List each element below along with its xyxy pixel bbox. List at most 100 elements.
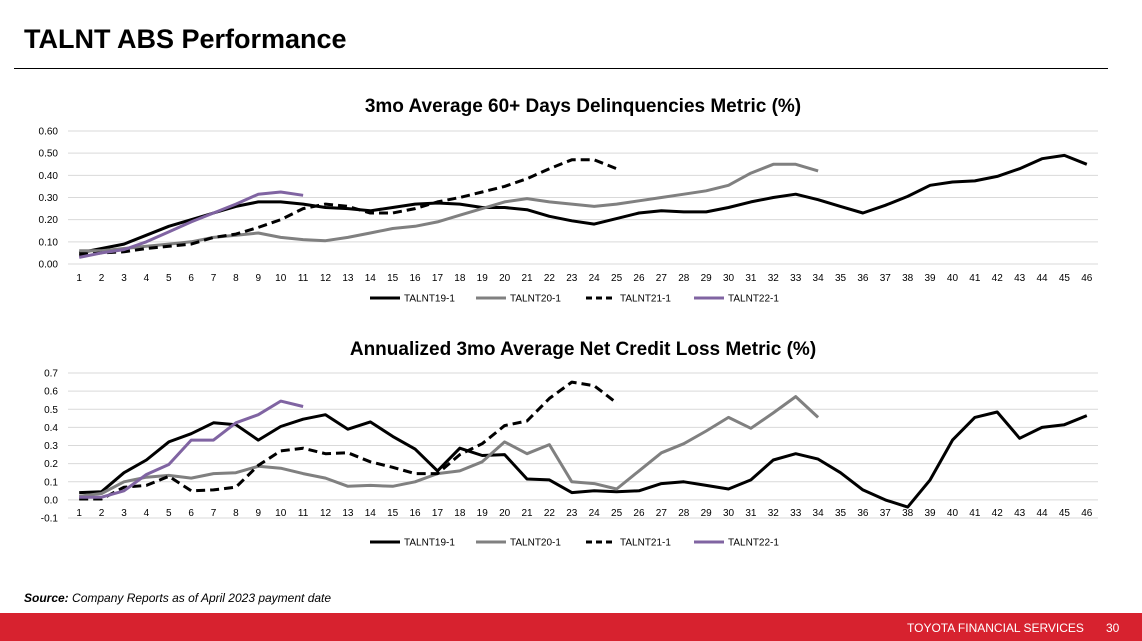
x-tick-label: 43 <box>1014 273 1026 284</box>
source-note: Source: Company Reports as of April 2023… <box>24 591 331 605</box>
x-tick-label: 22 <box>544 273 556 284</box>
x-tick-label: 43 <box>1014 508 1026 519</box>
source-label: Source: <box>24 591 69 605</box>
x-tick-label: 41 <box>969 273 981 284</box>
series-line-talnt19-1 <box>79 410 1088 509</box>
series-line-talnt20-1 <box>79 395 820 498</box>
legend-label: TALNT19-1 <box>404 538 455 549</box>
x-tick-label: 2 <box>99 508 105 519</box>
x-tick-label: 25 <box>611 508 623 519</box>
y-tick-label: 0.2 <box>44 459 58 470</box>
x-tick-label: 18 <box>454 273 466 284</box>
chart-title: 3mo Average 60+ Days Delinquencies Metri… <box>365 96 801 117</box>
x-tick-label: 15 <box>387 273 399 284</box>
x-tick-label: 27 <box>656 273 668 284</box>
x-tick-label: 30 <box>723 273 735 284</box>
y-tick-label: 0.10 <box>39 237 59 248</box>
y-tick-label: 0.5 <box>44 405 58 416</box>
y-tick-label: 0.40 <box>39 171 59 182</box>
x-tick-label: 17 <box>432 273 444 284</box>
legend-label: TALNT19-1 <box>404 294 455 305</box>
x-tick-label: 24 <box>589 273 601 284</box>
x-tick-label: 23 <box>566 508 578 519</box>
x-tick-label: 15 <box>387 508 399 519</box>
x-tick-label: 34 <box>813 273 825 284</box>
x-tick-label: 38 <box>902 508 914 519</box>
x-tick-label: 44 <box>1036 273 1048 284</box>
x-tick-label: 34 <box>813 508 825 519</box>
x-tick-label: 6 <box>188 508 194 519</box>
x-tick-label: 11 <box>298 273 309 284</box>
x-tick-label: 42 <box>992 508 1004 519</box>
y-tick-label: 0.0 <box>44 495 58 506</box>
x-tick-label: 28 <box>678 508 690 519</box>
x-tick-label: 40 <box>947 508 959 519</box>
x-tick-label: 12 <box>320 508 332 519</box>
x-tick-label: 38 <box>902 273 914 284</box>
x-tick-label: 10 <box>275 508 287 519</box>
y-tick-label: 0.30 <box>39 193 59 204</box>
series-line-talnt19-1 <box>78 153 1088 255</box>
x-tick-label: 13 <box>342 273 354 284</box>
legend-label: TALNT20-1 <box>510 538 561 549</box>
legend-label: TALNT21-1 <box>620 538 671 549</box>
y-tick-label: 0.6 <box>44 387 58 398</box>
x-tick-label: 39 <box>925 273 937 284</box>
x-tick-label: 26 <box>633 273 645 284</box>
legend-label: TALNT22-1 <box>728 294 779 305</box>
x-tick-label: 16 <box>410 273 422 284</box>
x-tick-label: 13 <box>342 508 354 519</box>
x-tick-label: 28 <box>678 273 690 284</box>
x-tick-label: 9 <box>256 273 262 284</box>
x-tick-label: 41 <box>969 508 981 519</box>
x-tick-label: 37 <box>880 508 892 519</box>
x-tick-label: 6 <box>188 273 194 284</box>
x-tick-label: 7 <box>211 508 217 519</box>
x-tick-label: 4 <box>144 508 150 519</box>
x-tick-label: 45 <box>1059 508 1071 519</box>
x-tick-label: 29 <box>701 508 713 519</box>
x-tick-label: 29 <box>701 273 713 284</box>
x-tick-label: 31 <box>745 508 757 519</box>
x-tick-label: 17 <box>432 508 444 519</box>
x-tick-label: 21 <box>521 508 533 519</box>
x-tick-label: 3 <box>121 508 127 519</box>
x-tick-label: 7 <box>211 273 217 284</box>
y-tick-label: 0.4 <box>44 423 58 434</box>
x-tick-label: 20 <box>499 273 511 284</box>
x-tick-label: 30 <box>723 508 735 519</box>
x-tick-label: 12 <box>320 273 332 284</box>
y-tick-label: 0.50 <box>39 149 59 160</box>
legend-label: TALNT22-1 <box>728 538 779 549</box>
x-tick-label: 37 <box>880 273 892 284</box>
x-tick-label: 32 <box>768 508 780 519</box>
x-tick-label: 16 <box>410 508 422 519</box>
x-tick-label: 5 <box>166 273 172 284</box>
x-tick-label: 20 <box>499 508 511 519</box>
page-number: 30 <box>1106 621 1120 635</box>
x-tick-label: 46 <box>1081 273 1093 284</box>
x-tick-label: 33 <box>790 273 802 284</box>
x-tick-label: 1 <box>76 508 82 519</box>
y-tick-label: 0.20 <box>39 215 59 226</box>
x-tick-label: 8 <box>233 508 239 519</box>
x-tick-label: 27 <box>656 508 668 519</box>
x-tick-label: 45 <box>1059 273 1071 284</box>
title-divider <box>14 68 1108 69</box>
x-tick-label: 36 <box>857 273 869 284</box>
source-text: Company Reports as of April 2023 payment… <box>68 591 332 605</box>
x-tick-label: 8 <box>233 273 239 284</box>
x-tick-label: 32 <box>768 273 780 284</box>
x-tick-label: 4 <box>144 273 150 284</box>
x-tick-label: 11 <box>298 508 309 519</box>
x-tick-label: 31 <box>745 273 757 284</box>
x-tick-label: 14 <box>365 273 377 284</box>
charts-canvas: 3mo Average 60+ Days Delinquencies Metri… <box>39 96 1098 549</box>
x-tick-label: 5 <box>166 508 172 519</box>
y-tick-label: 0.7 <box>44 369 58 380</box>
x-tick-label: 42 <box>992 273 1004 284</box>
x-tick-label: 18 <box>454 508 466 519</box>
x-tick-label: 22 <box>544 508 556 519</box>
x-tick-label: 25 <box>611 273 623 284</box>
x-tick-label: 44 <box>1036 508 1048 519</box>
